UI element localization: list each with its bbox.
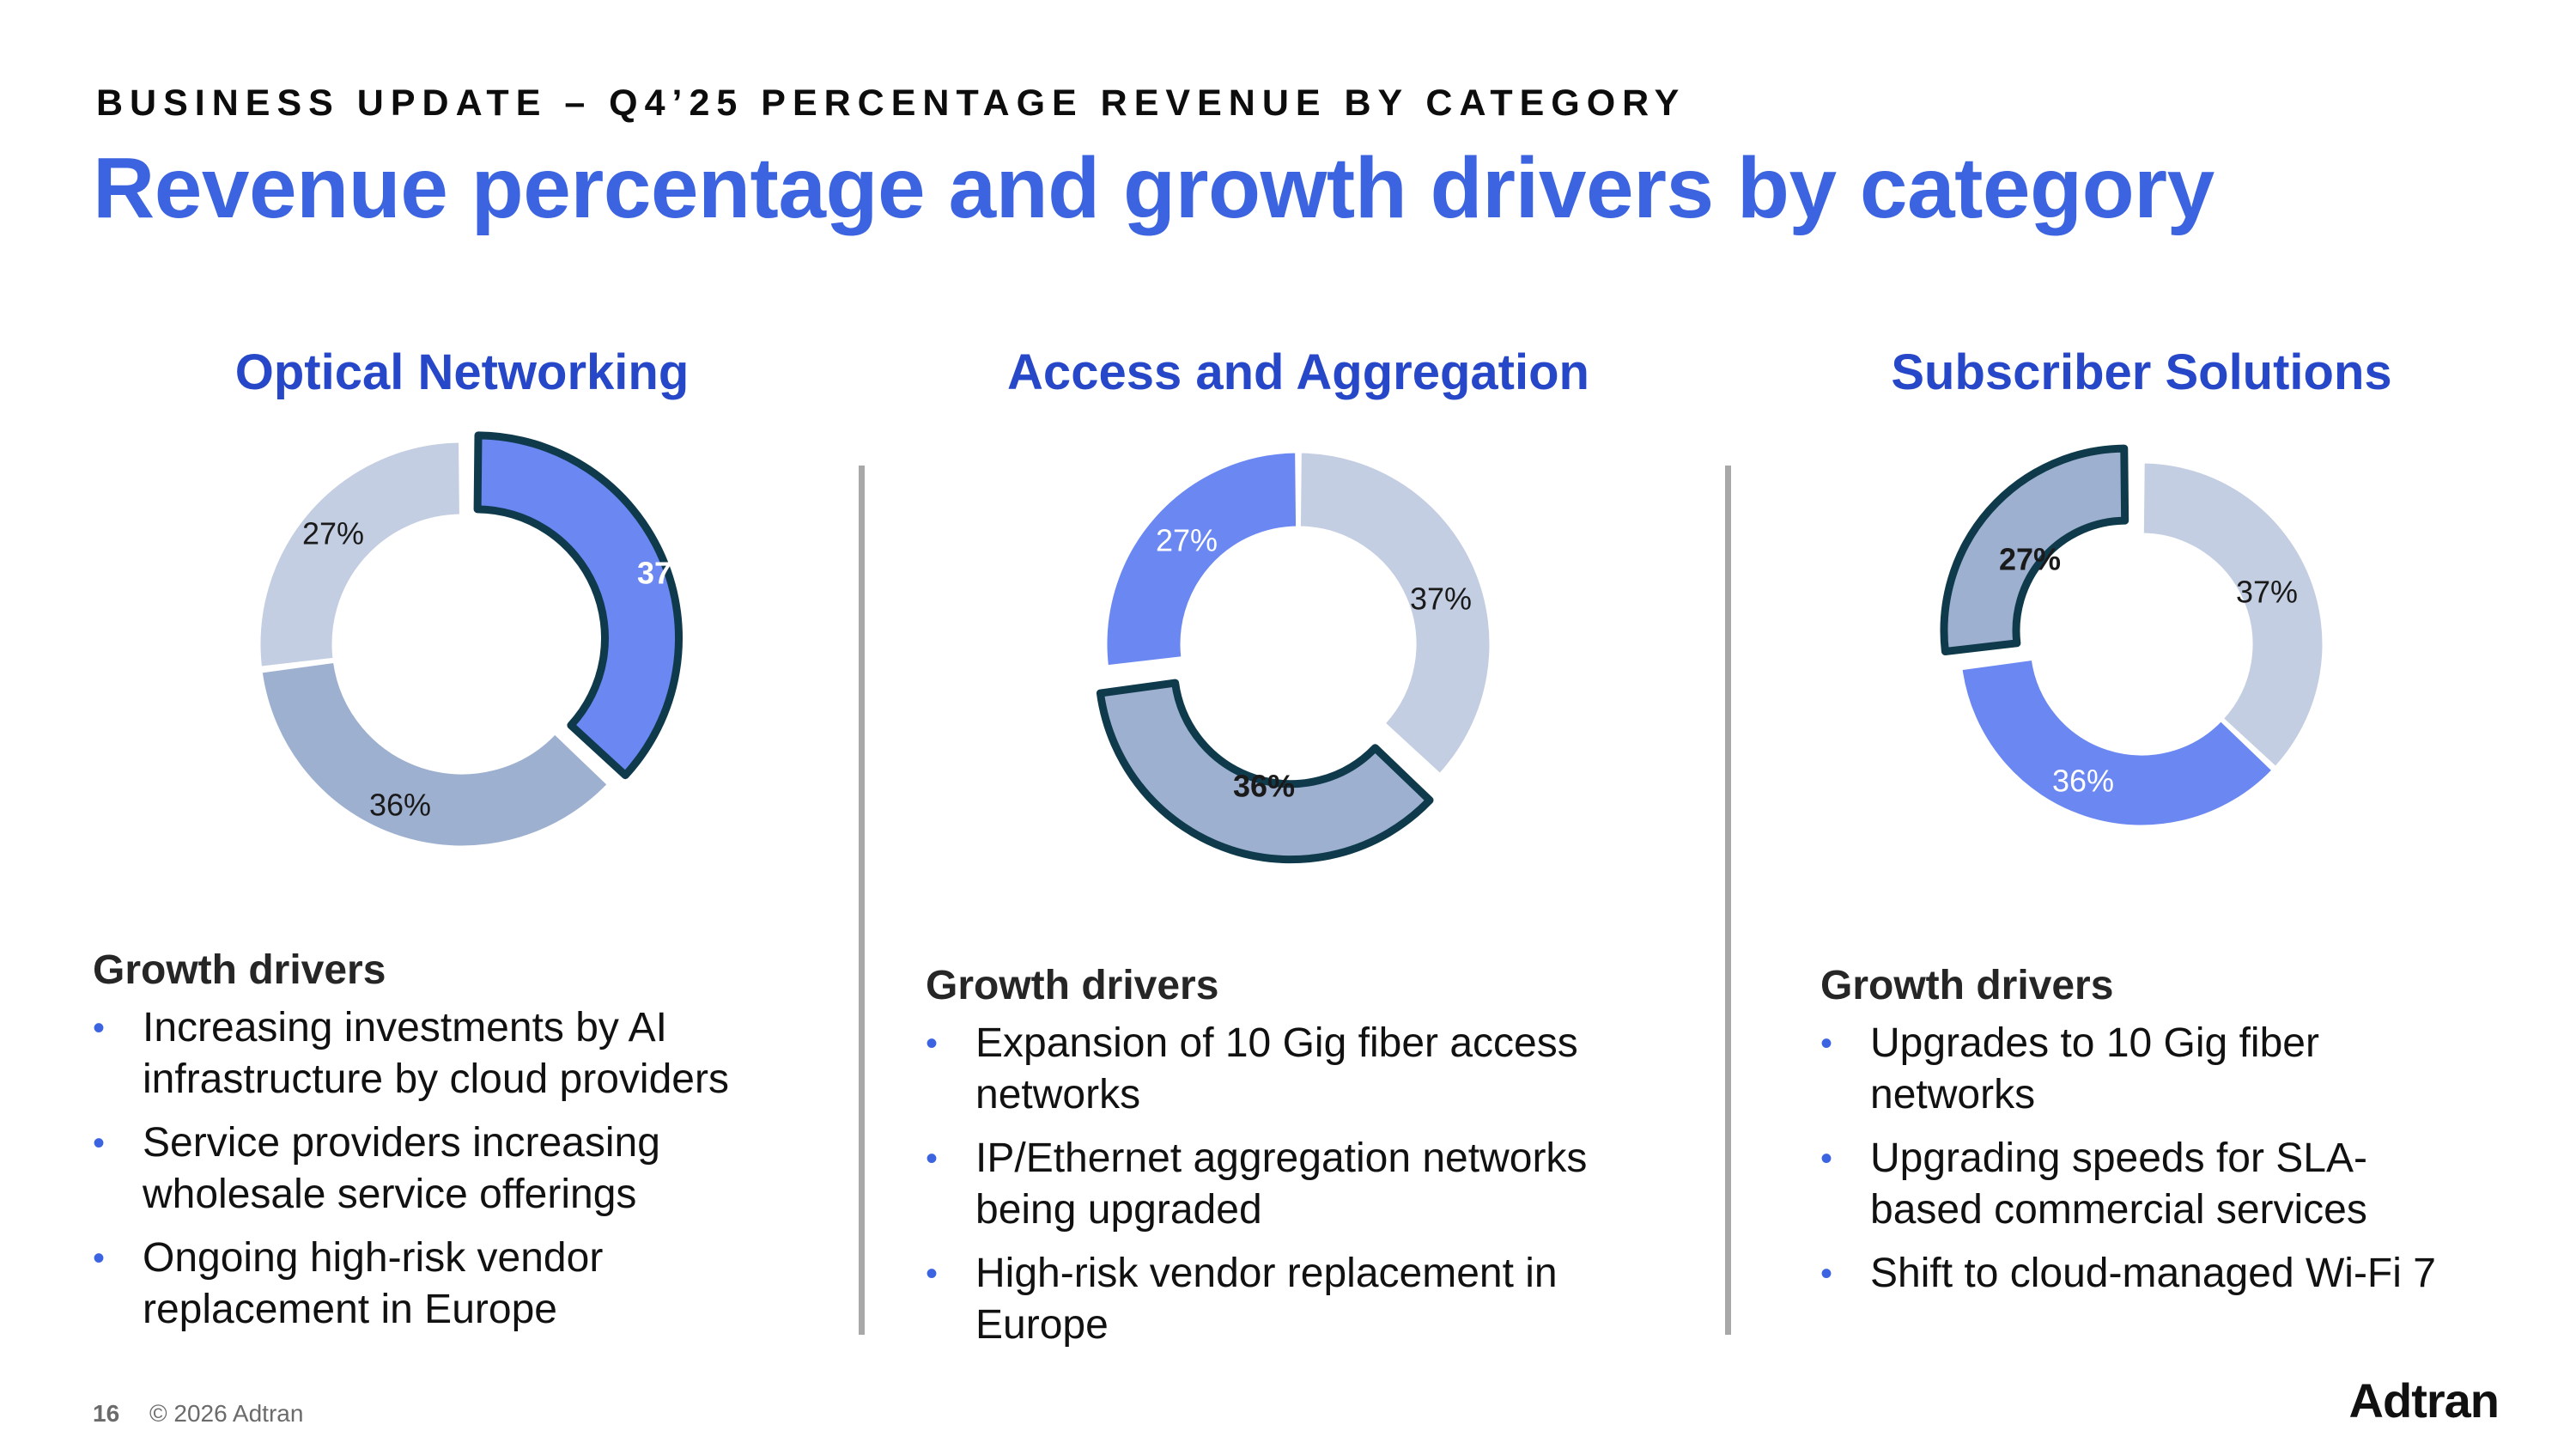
growth-drivers-access: Growth drivers • Expansion of 10 Gig fibe…: [926, 962, 1647, 1363]
growth-drivers-title: Growth drivers: [926, 963, 1219, 1008]
driver-item: • Expansion of 10 Gig fiber access networ…: [926, 1018, 1647, 1121]
chart-title-optical-networking: Optical Networking: [234, 344, 690, 400]
chart-title-subscriber-solutions: Subscriber Solutions: [1891, 344, 2392, 400]
donut-slice-access-and-aggregation: [1096, 679, 1434, 864]
donut-label: 37%: [2236, 575, 2298, 610]
driver-item: • IP/Ethernet aggregation networks being …: [926, 1133, 1647, 1236]
donut-slice-access-and-aggregation: [1959, 657, 2275, 828]
donut-chart-optical-networking: 37% 36% 27%: [258, 431, 699, 849]
bullet-icon: •: [1820, 1255, 1833, 1293]
donut-label: 27%: [1999, 542, 2061, 577]
bullet-icon: •: [926, 1140, 939, 1178]
bullet-icon: •: [1820, 1025, 1833, 1062]
column-divider-right: [1725, 466, 1731, 1335]
donut-label: 36%: [2052, 764, 2114, 799]
slide-headline: Revenue percentage and growth drivers by…: [93, 140, 2215, 236]
bullet-icon: •: [1820, 1140, 1833, 1178]
driver-item: • Shift to cloud-managed Wi-Fi 7: [1820, 1248, 2524, 1300]
growth-drivers-subscriber: Growth drivers • Upgrades to 10 Gig fiber…: [1820, 962, 2524, 1312]
bullet-icon: •: [926, 1255, 939, 1293]
donut-slice-optical-networking: [1297, 450, 1492, 776]
bullet-icon: •: [93, 1009, 106, 1047]
growth-drivers-optical: Growth drivers • Increasing investments b…: [93, 947, 831, 1348]
column-divider-left: [859, 466, 865, 1335]
donut-slice-optical-networking: [473, 431, 683, 780]
eyebrow-title: BUSINESS UPDATE – Q4’25 PERCENTAGE REVEN…: [96, 82, 1686, 124]
donut-slice-subscriber-solutions: [1104, 450, 1299, 668]
bullet-icon: •: [926, 1025, 939, 1062]
driver-item: • High-risk vendor replacement in Europe: [926, 1248, 1647, 1351]
donut-label: 36%: [369, 788, 431, 823]
adtran-logo: Adtran: [2348, 1373, 2500, 1428]
donut-chart-access-aggregation: 37% 36% 27%: [1096, 450, 1492, 864]
copyright-text: © 2026 Adtran: [149, 1400, 304, 1427]
donut-label: 37%: [637, 556, 699, 591]
growth-drivers-title: Growth drivers: [1820, 963, 2114, 1008]
donut-slice-subscriber-solutions: [258, 440, 462, 669]
donut-slice-optical-networking: [2141, 460, 2325, 770]
driver-item: • Upgrades to 10 Gig fiber networks: [1820, 1018, 2420, 1121]
donut-label: 27%: [302, 516, 364, 551]
bullet-icon: •: [93, 1239, 106, 1277]
chart-title-access-aggregation: Access and Aggregation: [1007, 344, 1589, 400]
page-number: 16: [93, 1400, 120, 1427]
driver-item: • Service providers increasing wholesale …: [93, 1117, 831, 1221]
bullet-icon: •: [93, 1124, 106, 1162]
growth-drivers-title: Growth drivers: [93, 947, 386, 993]
donut-slice-subscriber-solutions: [1940, 444, 2129, 655]
donut-chart-subscriber-solutions: 37% 36% 27%: [1940, 444, 2325, 828]
donut-slice-access-and-aggregation: [259, 660, 611, 849]
driver-item: • Upgrading speeds for SLA-based commerci…: [1820, 1133, 2420, 1236]
driver-item: • Ongoing high-risk vendor replacement in…: [93, 1233, 831, 1336]
donut-label: 27%: [1156, 523, 1218, 558]
driver-item: • Increasing investments by AI infrastruc…: [93, 1002, 831, 1105]
donut-label: 36%: [1233, 769, 1295, 804]
donut-label: 37%: [1410, 581, 1472, 617]
